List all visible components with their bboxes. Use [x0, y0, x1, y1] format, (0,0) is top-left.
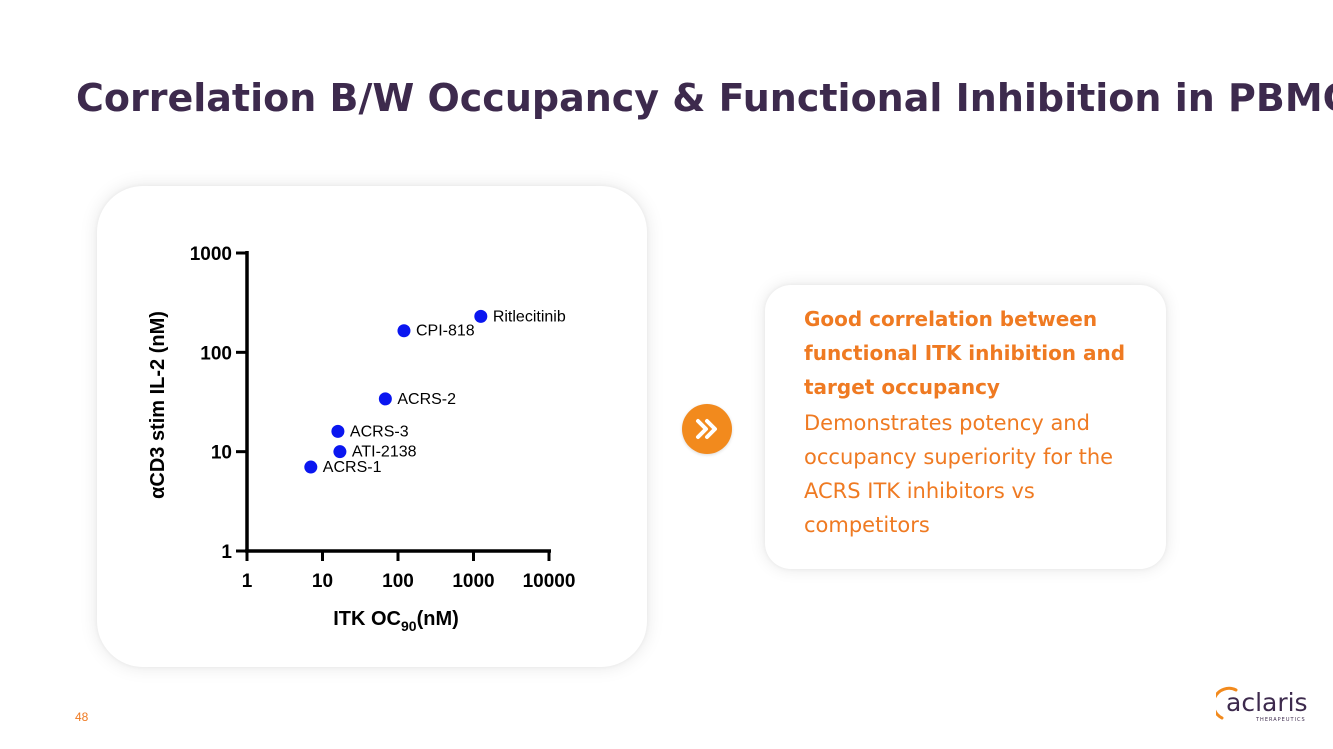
- data-point: [304, 460, 318, 474]
- y-tick-label: 100: [200, 343, 232, 364]
- chart-card: 1 10 100 1000 10000 1 10 100 1000 Ritlecitinib CP…: [97, 186, 647, 667]
- x-axis-label: ITK OC90(nM): [333, 608, 459, 634]
- info-card: Good correlation between functional ITK …: [765, 285, 1166, 569]
- y-axis-label: αCD3 stim IL-2 (nM): [147, 311, 169, 499]
- x-tick-label: 10: [312, 571, 333, 592]
- chart-points: Ritlecitinib CPI-818 ACRS-2 ACRS-3 ATI-2138A…: [304, 308, 566, 476]
- data-point: [378, 392, 392, 406]
- x-axis-label-subscript: 90: [401, 618, 417, 634]
- x-axis-label-unit: (nM): [417, 608, 459, 630]
- x-tick-label: 10000: [523, 571, 576, 592]
- page-number: 48: [75, 710, 89, 724]
- info-body: Demonstrates potency and occupancy super…: [804, 411, 1114, 537]
- data-point: [474, 309, 488, 323]
- data-point: [397, 324, 411, 338]
- data-point-label: CPI-818: [416, 323, 475, 340]
- info-heading: Good correlation between functional ITK …: [804, 307, 1126, 399]
- data-point-label: ACRS-2: [397, 391, 456, 408]
- logo-subtitle: THERAPEUTICS: [1256, 717, 1306, 723]
- scatter-chart: 1 10 100 1000 10000 1 10 100 1000 Ritlecitinib CP…: [147, 244, 576, 634]
- y-tick-label: 10: [211, 443, 232, 464]
- y-tick-label: 1: [221, 542, 232, 563]
- chart-ticks: 1 10 100 1000 10000 1 10 100 1000: [190, 244, 576, 592]
- double-chevron-right-icon: [682, 404, 732, 454]
- data-point: [331, 424, 345, 438]
- x-axis-label-main: ITK OC: [333, 608, 401, 630]
- logo-wordmark: aclaris: [1226, 688, 1308, 717]
- data-point-label: Ritlecitinib: [493, 308, 566, 325]
- logo-arc-icon: [1216, 686, 1238, 720]
- data-point-label: ACRS-1: [323, 459, 382, 476]
- y-tick-label: 1000: [190, 244, 232, 265]
- x-tick-label: 1000: [452, 571, 494, 592]
- data-point-label: ACRS-3: [350, 423, 409, 440]
- data-point: [333, 445, 347, 459]
- data-point-label: ATI-2138: [352, 444, 417, 461]
- chevron-glyph: [696, 419, 717, 439]
- x-tick-label: 100: [382, 571, 414, 592]
- slide-title: Correlation B/W Occupancy & Functional I…: [76, 76, 1333, 120]
- aclaris-logo: aclaris THERAPEUTICS: [1216, 686, 1308, 726]
- x-tick-label: 1: [242, 571, 253, 592]
